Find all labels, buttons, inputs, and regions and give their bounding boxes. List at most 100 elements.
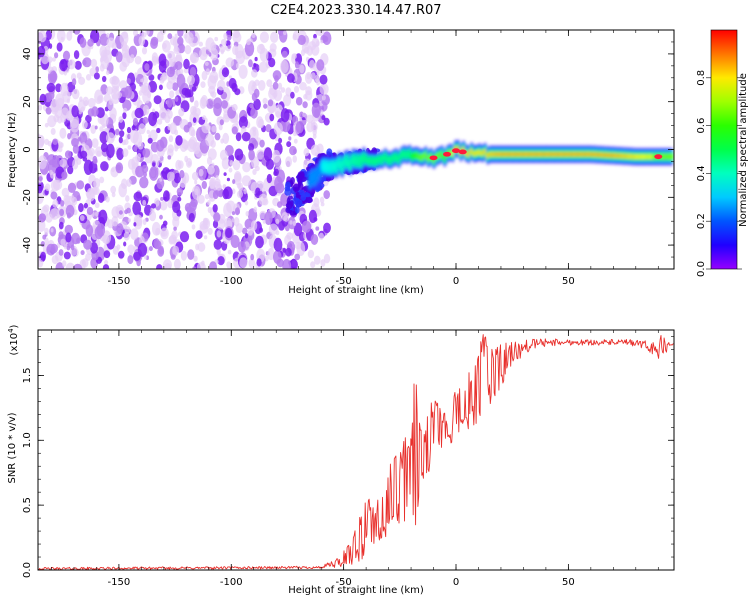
spectrogram-cell <box>184 45 192 55</box>
colorbar-tick-label: 0.2 <box>696 213 707 229</box>
spectrogram-cell <box>310 261 316 268</box>
spectrogram-cell <box>127 255 134 265</box>
spectrogram-cell <box>158 84 163 91</box>
spectrogram-cell <box>85 224 94 237</box>
spectrogram-cell <box>202 115 207 121</box>
spectrogram-cell <box>95 211 99 217</box>
spectrogram-cell <box>225 57 235 68</box>
spectrogram-cell <box>126 78 131 84</box>
spectrogram-cell <box>250 253 255 261</box>
spectrogram-cell <box>223 202 232 218</box>
spectrogram-cell <box>262 97 268 104</box>
spectrogram-cell <box>38 176 43 182</box>
spectrogram-cell <box>38 30 47 43</box>
spectrogram-cell <box>295 96 303 106</box>
spectrogram-cell <box>228 77 237 89</box>
spectrogram-cell <box>131 125 136 131</box>
spectrogram-cell <box>283 215 290 222</box>
spectrogram-cell <box>105 86 114 95</box>
spectrogram-cell <box>100 161 109 172</box>
spectrogram-cell <box>229 160 234 166</box>
spectrogram-cell <box>102 75 107 83</box>
spectrogram-cell <box>207 227 213 235</box>
spectrogram-cell <box>44 227 49 235</box>
spectrogram-cell <box>38 45 46 58</box>
spectrogram-cell <box>97 193 105 203</box>
spectrogram-cell <box>44 183 51 191</box>
spectrogram-cell <box>123 231 130 241</box>
spectrogram-cell <box>244 232 249 239</box>
spectrogram-cell <box>166 97 173 108</box>
spectrogram-cell <box>264 211 273 226</box>
spectrogram-cell <box>299 81 307 91</box>
spectrogram-cell <box>59 158 67 168</box>
snr-y-multiplier: (x104) <box>7 324 20 355</box>
spectrogram-cell <box>183 58 190 70</box>
spectrogram-cell <box>211 125 217 133</box>
spectrogram-cell <box>98 209 108 225</box>
spectrogram-cell <box>234 88 241 96</box>
spectrogram-cell <box>105 132 115 144</box>
spectrogram-panel: -150 -100 -50 0 50 -40 -20 0 20 40 Height of str… <box>7 29 675 296</box>
spectrogram-cell <box>45 30 52 41</box>
spectrogram-cell <box>134 107 144 119</box>
spectrogram-cell <box>60 82 69 97</box>
spectrogram-cell <box>44 122 49 128</box>
spectrogram-cell <box>161 72 168 80</box>
spectrogram-cell <box>255 165 260 172</box>
spectrogram-hotspot <box>452 148 461 154</box>
spectrogram-cell <box>269 113 275 122</box>
spectrogram-cell <box>110 185 117 194</box>
spectrogram-cell <box>311 102 321 118</box>
spectrogram-cell <box>295 205 300 214</box>
spectrogram-cell <box>67 59 76 70</box>
spectrogram-cell <box>319 196 325 204</box>
spectrogram-cell <box>175 135 183 146</box>
spectrogram-cell <box>169 90 175 99</box>
spectrogram-cell <box>122 148 129 157</box>
spectrogram-cell <box>64 150 72 159</box>
snr-x-axis-label: Height of straight line (km) <box>288 585 424 596</box>
spectrogram-cell <box>198 168 204 177</box>
spectrogram-cell <box>79 215 85 221</box>
spectrogram-cell <box>294 61 300 69</box>
spectrogram-cell <box>115 51 123 63</box>
spectrogram-cell <box>247 227 254 236</box>
spectrogram-cell <box>145 30 150 36</box>
spectrogram-cell <box>316 71 320 76</box>
spectrogram-ridge-band <box>307 139 674 193</box>
spectrogram-cell <box>256 258 262 267</box>
spectrogram-cell <box>96 150 102 157</box>
spectrogram-cell <box>179 170 185 179</box>
spectrogram-cell <box>219 119 224 126</box>
spectrogram-cell <box>293 138 298 144</box>
spectrogram-cell <box>56 42 63 52</box>
spectrogram-cell <box>305 192 311 198</box>
spectrogram-cell <box>305 90 313 101</box>
spectrogram-cell <box>93 72 100 80</box>
spectrogram-cell <box>40 251 46 261</box>
spectrogram-cell <box>106 32 110 38</box>
spectrogram-cell <box>241 227 248 235</box>
spectrogram-cell <box>144 63 150 71</box>
spectrogram-cell <box>138 35 146 46</box>
spectrogram-cell <box>65 262 75 269</box>
spectrogram-cell <box>118 210 123 215</box>
colorbar-tick-label: 0.0 <box>696 261 707 277</box>
spectrogram-cell <box>58 221 64 230</box>
spectrogram-cell <box>166 171 175 182</box>
spectrogram-cell <box>232 45 239 56</box>
spectrogram-cell <box>256 149 265 160</box>
spectrogram-cell <box>115 162 124 174</box>
spectrogram-cell <box>199 47 208 61</box>
spectrogram-cell <box>119 130 125 138</box>
spectrogram-cell <box>232 160 241 171</box>
spectrogram-cell <box>59 58 68 72</box>
spectrogram-cell <box>201 180 207 190</box>
spectrogram-cell <box>218 124 223 131</box>
spectrogram-cell <box>230 235 240 248</box>
spectrogram-cell <box>148 74 155 81</box>
spectrogram-cell <box>282 258 292 269</box>
spectrogram-cell <box>226 34 232 41</box>
spectrogram-cell <box>104 260 109 265</box>
